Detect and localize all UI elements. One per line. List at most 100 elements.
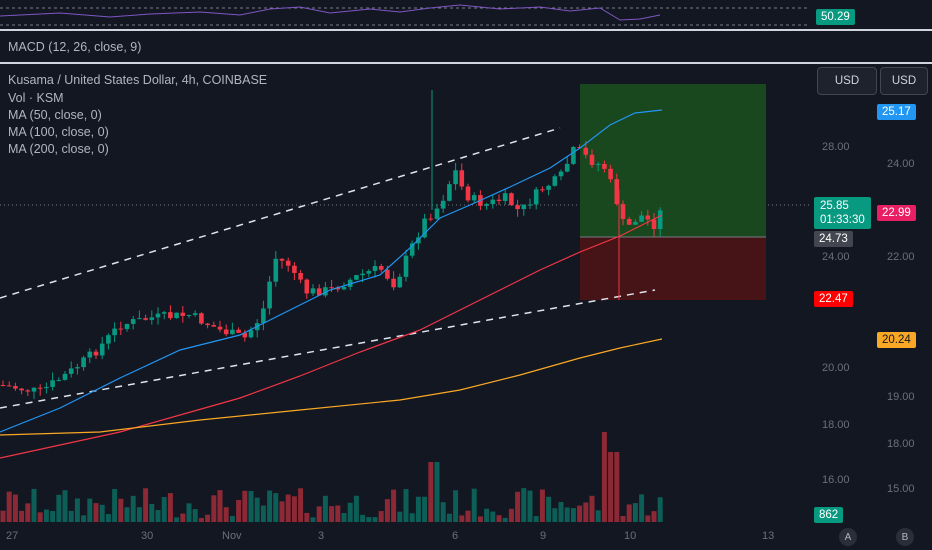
volume-bar [601,432,607,522]
volume-bar [471,488,477,522]
currency-button-1[interactable]: USD [817,67,877,95]
volume-bar [366,517,372,522]
volume-bar [130,495,136,522]
candle-body [279,258,285,261]
candle-body [602,164,607,169]
candle-body [298,272,303,280]
candle-body [44,386,49,389]
legend-ma100[interactable]: MA (100, close, 0) [8,125,109,139]
volume-bar [459,515,465,522]
volume-bar [527,490,533,522]
candle-body [242,332,248,338]
volume-bars [0,432,663,522]
candle-body [502,193,508,201]
volume-bar [81,515,87,522]
volume-bar [136,507,142,522]
candle-body [484,204,489,206]
candle-body [614,179,620,205]
volume-bar [12,494,18,522]
volume-bar [285,494,291,522]
axis-left-tick: 28.00 [822,141,850,153]
candle-body [428,218,434,220]
candle-body [112,328,117,336]
pane-divider-macd[interactable] [0,62,932,64]
ma200-price-tag: 20.24 [877,332,916,348]
volume-bar [316,506,322,522]
candle-body [87,351,93,358]
indicator-legend: Vol · KSM MA (50, close, 0) MA (100, clo… [8,90,109,158]
candle-body [292,265,297,273]
channel-upper [0,127,561,299]
ma100-line [0,214,663,459]
candle-body [180,312,186,316]
candle-body [267,281,272,309]
candle-body [490,199,496,205]
candle-body [81,357,86,368]
volume-bar [74,498,80,522]
volume-bar [25,503,31,522]
candle-body [25,390,31,392]
volume-bar [477,516,483,522]
candle-body [372,266,378,271]
auto-scale-button[interactable]: A [839,528,857,546]
volume-bar [608,452,614,522]
candle-body [335,287,341,290]
candle-body [589,154,595,165]
volume-bar [347,502,353,522]
volume-bar [614,452,620,522]
candle-body [205,323,210,326]
candle-body [68,368,74,374]
candle-body [192,313,198,316]
macd-label[interactable]: MACD (12, 26, close, 9) [8,40,142,54]
volume-bar [118,498,124,522]
scale-button-b[interactable]: B [896,528,914,546]
axis-left-tick: 24.00 [822,251,850,263]
candle-body [199,313,204,324]
candle-body [149,317,155,320]
volume-bar [322,495,328,522]
volume-bar [502,517,508,522]
volume-bar [198,517,204,522]
volume-bar [87,498,93,522]
rsi-value-tag: 50.29 [816,9,855,25]
volume-bar [651,511,657,522]
last-price-value: 25.85 [820,200,849,212]
volume-bar [217,490,223,522]
legend-volume[interactable]: Vol · KSM [8,91,64,105]
volume-bar [626,504,632,522]
candle-body [56,379,62,381]
volume-bar [260,505,266,522]
volume-bar [490,511,496,522]
pane-divider-rsi[interactable] [0,29,932,31]
legend-ma50[interactable]: MA (50, close, 0) [8,108,102,122]
candle-body [459,170,465,187]
candle-body [360,273,365,276]
legend-ma200[interactable]: MA (200, close, 0) [8,142,109,156]
volume-bar [521,488,527,522]
candle-body [217,326,223,330]
axis-left-tick: 18.00 [822,419,850,431]
x-axis-label: 10 [624,530,637,542]
ma50-line [0,109,663,433]
last-price-tag: 25.85 01:33:30 [814,197,871,229]
volume-bar [341,513,347,522]
currency-button-2[interactable]: USD [880,67,928,95]
volume-bar [68,510,74,522]
x-axis-label: 30 [141,530,154,542]
candle-body [422,218,427,238]
candle-body [50,380,55,387]
volume-bar [43,509,49,522]
axis-right-tick: 19.00 [887,391,915,403]
candle-body [527,204,533,206]
symbol-title[interactable]: Kusama / United States Dollar, 4h, COINB… [8,73,268,87]
candle-body [533,189,539,205]
volume-bar [236,499,242,522]
candle-body [329,287,334,289]
candle-body [118,328,124,330]
x-axis-label: 3 [318,530,325,542]
candle-body [124,323,130,330]
entry-price-tag: 24.73 [814,231,853,247]
volume-bar [434,462,440,522]
candle-body [273,258,279,282]
